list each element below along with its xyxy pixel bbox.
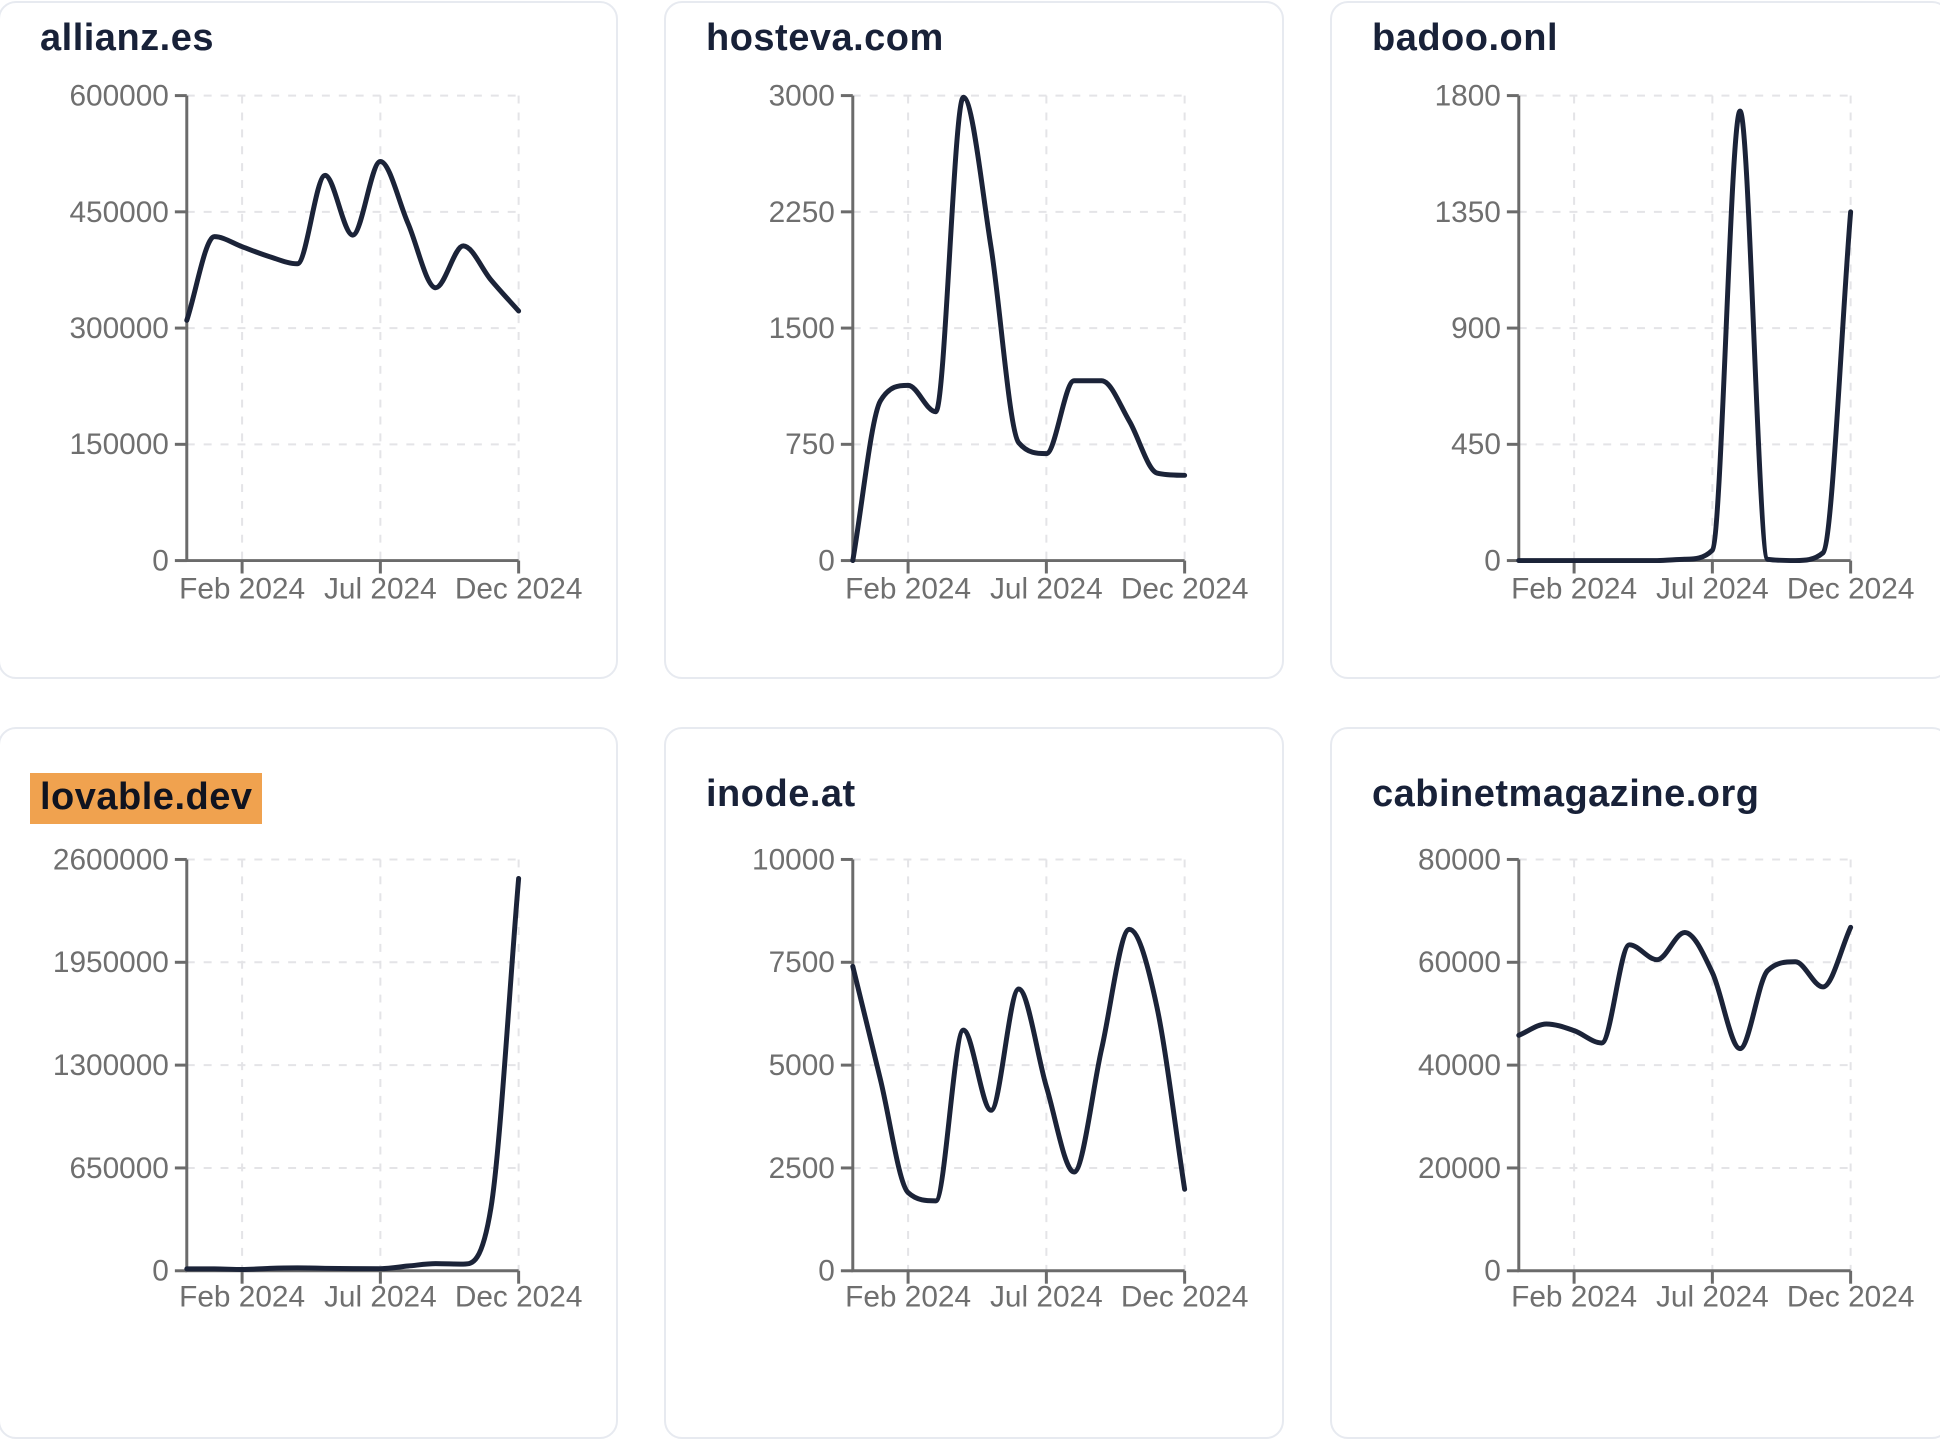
- line-chart: 0 150000 300000 450000 600000 Feb 2024 Jul 202…: [69, 80, 583, 606]
- axis-lines: [851, 859, 1185, 1273]
- x-tick-label: Jul 2024: [1656, 1281, 1769, 1314]
- x-tick-label: Dec 2024: [455, 1281, 583, 1314]
- chart-title-text: lovable.dev: [30, 773, 263, 824]
- series-line: [184, 158, 522, 323]
- axis-lines: [1517, 95, 1851, 563]
- y-tick-label: 450000: [69, 196, 168, 229]
- y-tick-label: 1800: [1435, 80, 1501, 113]
- x-tick-label: Dec 2024: [1121, 572, 1249, 605]
- y-tick-label: 10000: [752, 843, 835, 876]
- x-tick-label: Dec 2024: [1121, 1281, 1249, 1314]
- y-tick-label: 750: [785, 428, 835, 461]
- series-line: [850, 94, 1188, 564]
- y-tick-label: 40000: [1418, 1049, 1501, 1082]
- x-tick-label: Dec 2024: [455, 572, 583, 605]
- y-tick-label: 2500: [769, 1152, 835, 1185]
- line-chart: 0 750 1500 2250 3000 Feb 2024 Jul 2024 Dec 2024: [769, 80, 1249, 606]
- series-line: [1516, 108, 1854, 564]
- y-tick-label: 1950000: [53, 946, 169, 979]
- line-chart: 0 650000 1300000 1950000 2600000 Feb 2024 Jul …: [53, 843, 583, 1314]
- chart-title-text: inode.at: [706, 773, 856, 815]
- x-tick-label: Jul 2024: [324, 1281, 437, 1314]
- axis-lines: [851, 95, 1185, 563]
- chart-title: cabinetmagazine.org: [1372, 773, 1759, 816]
- y-tick-label: 80000: [1418, 843, 1501, 876]
- chart-title: hosteva.com: [706, 17, 944, 60]
- chart-title-text: allianz.es: [40, 17, 214, 59]
- x-tick-label: Feb 2024: [845, 1281, 971, 1314]
- y-tick-label: 1500: [769, 312, 835, 345]
- y-tick-label: 2250: [769, 196, 835, 229]
- series-line: [850, 926, 1188, 1204]
- chart-card: hosteva.com 0 750 1500 2250 3000 Feb 2024 Jul …: [664, 1, 1284, 679]
- chart-card: inode.at 0 2500 5000 7500 10000 Feb 2024 Jul 2…: [664, 727, 1284, 1439]
- x-tick-label: Jul 2024: [990, 572, 1103, 605]
- chart-card: cabinetmagazine.org 0 20000 40000 60000 8000…: [1330, 727, 1940, 1439]
- series-line: [184, 875, 522, 1272]
- axis-lines: [185, 95, 519, 563]
- chart-title-highlighted: lovable.dev: [30, 773, 263, 824]
- x-tick-label: Dec 2024: [1787, 1281, 1915, 1314]
- y-tick-label: 5000: [769, 1049, 835, 1082]
- x-tick-label: Jul 2024: [324, 572, 437, 605]
- chart-title: badoo.onl: [1372, 17, 1558, 60]
- x-tick-label: Feb 2024: [179, 1281, 305, 1314]
- y-tick-label: 60000: [1418, 946, 1501, 979]
- chart-title: inode.at: [706, 773, 856, 816]
- y-tick-label: 150000: [69, 428, 168, 461]
- chart-title-text: hosteva.com: [706, 17, 944, 59]
- x-tick-label: Feb 2024: [1511, 572, 1637, 605]
- y-tick-label: 0: [1484, 545, 1501, 578]
- y-tick-label: 7500: [769, 946, 835, 979]
- x-tick-label: Feb 2024: [1511, 1281, 1637, 1314]
- chart-title-text: badoo.onl: [1372, 17, 1559, 59]
- y-tick-label: 0: [152, 545, 169, 578]
- x-tick-label: Jul 2024: [1656, 572, 1769, 605]
- axis-lines: [1517, 859, 1851, 1273]
- x-tick-label: Feb 2024: [845, 572, 971, 605]
- y-tick-label: 600000: [69, 80, 168, 113]
- chart-title-text: cabinetmagazine.org: [1372, 773, 1760, 815]
- y-tick-label: 3000: [769, 80, 835, 113]
- x-tick-label: Jul 2024: [990, 1281, 1103, 1314]
- chart-card: badoo.onl 0 450 900 1350 1800 Feb 2024 Jul 202…: [1330, 1, 1940, 679]
- chart-title: allianz.es: [40, 17, 214, 60]
- y-tick-label: 0: [1484, 1255, 1501, 1288]
- chart-card: lovable.dev 0 650000 1300000 1950000 2600000…: [0, 727, 618, 1439]
- x-tick-label: Dec 2024: [1787, 572, 1915, 605]
- line-chart: 0 2500 5000 7500 10000 Feb 2024 Jul 2024 Dec 20…: [752, 843, 1249, 1314]
- y-tick-label: 300000: [69, 312, 168, 345]
- y-tick-label: 0: [818, 545, 835, 578]
- y-tick-label: 0: [152, 1255, 169, 1288]
- y-tick-label: 650000: [69, 1152, 168, 1185]
- axis-lines: [185, 859, 519, 1273]
- series-line: [1516, 924, 1854, 1052]
- x-tick-label: Feb 2024: [179, 572, 305, 605]
- y-tick-label: 1300000: [53, 1049, 169, 1082]
- y-tick-label: 900: [1451, 312, 1501, 345]
- chart-card: allianz.es 0 150000 300000 450000 600000 Feb …: [0, 1, 618, 679]
- line-chart: 0 450 900 1350 1800 Feb 2024 Jul 2024 Dec 2024: [1435, 80, 1915, 606]
- line-chart: 0 20000 40000 60000 80000 Feb 2024 Jul 2024 Dec…: [1418, 843, 1915, 1314]
- y-tick-label: 2600000: [53, 843, 169, 876]
- y-tick-label: 0: [818, 1255, 835, 1288]
- y-tick-label: 20000: [1418, 1152, 1501, 1185]
- y-tick-label: 1350: [1435, 196, 1501, 229]
- y-tick-label: 450: [1451, 428, 1501, 461]
